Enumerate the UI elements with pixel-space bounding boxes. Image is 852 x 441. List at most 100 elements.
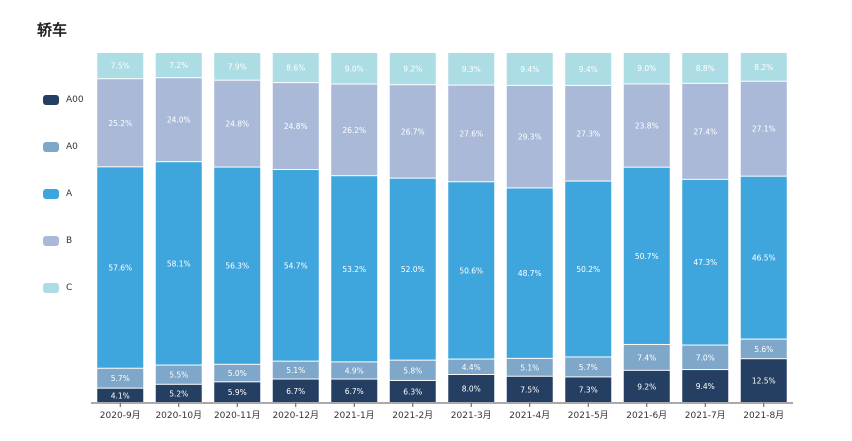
data-label-b-7: 27.6%: [459, 129, 483, 138]
x-tick-label-7: 2021-3月: [451, 410, 492, 421]
bar-segment-a-9: [565, 181, 612, 357]
bar-segment-a00-1: [97, 388, 144, 402]
bar-segment-c-4: [272, 53, 319, 83]
bar-segment-a00-12: [740, 359, 787, 402]
data-label-a00-4: 6.7%: [286, 387, 305, 396]
legend-swatch-c: [43, 283, 59, 293]
bar-segment-a-11: [682, 179, 729, 345]
data-label-c-6: 9.2%: [403, 65, 422, 74]
bar-segment-c-11: [682, 53, 729, 83]
bar-segment-a00-4: [272, 379, 319, 402]
data-label-a0-6: 5.8%: [403, 366, 422, 375]
bar-segment-c-12: [740, 53, 787, 81]
data-label-a0-8: 5.1%: [520, 363, 539, 372]
bar-segment-b-12: [740, 81, 787, 176]
data-label-a-1: 57.6%: [108, 264, 132, 273]
data-label-a0-5: 4.9%: [345, 366, 364, 375]
bar-segment-c-10: [623, 53, 670, 84]
data-label-a0-10: 7.4%: [637, 353, 656, 362]
bar-segment-c-2: [155, 53, 202, 78]
data-label-a-5: 53.2%: [342, 265, 366, 274]
legend-swatch-a0: [43, 142, 59, 152]
bar-segment-a0-11: [682, 345, 729, 370]
data-label-a00-8: 7.5%: [520, 385, 539, 394]
data-label-b-11: 27.4%: [693, 127, 717, 136]
data-label-a-3: 56.3%: [225, 262, 249, 271]
bar-segment-a0-10: [623, 344, 670, 370]
data-label-a-11: 47.3%: [693, 258, 717, 267]
data-label-c-4: 8.6%: [286, 64, 305, 73]
data-label-a0-2: 5.5%: [169, 371, 188, 380]
bar-segment-a0-7: [448, 359, 495, 374]
x-tick-label-6: 2021-2月: [392, 410, 433, 421]
bar-segment-a00-9: [565, 377, 612, 402]
bar-segment-a00-6: [389, 380, 436, 402]
data-label-a00-2: 5.2%: [169, 389, 188, 398]
data-label-a00-12: 12.5%: [752, 377, 776, 386]
data-label-b-6: 26.7%: [401, 127, 425, 136]
bar-segment-c-6: [389, 53, 436, 85]
data-label-a0-1: 5.7%: [111, 374, 130, 383]
bar-segment-a-12: [740, 176, 787, 339]
data-label-a-12: 46.5%: [752, 254, 776, 263]
bar-segment-a-1: [97, 167, 144, 368]
x-tick-label-5: 2021-1月: [334, 410, 375, 421]
legend-item-c: C: [43, 282, 72, 294]
data-label-b-1: 25.2%: [108, 119, 132, 128]
x-tick-label-11: 2021-7月: [685, 410, 726, 421]
bar-segment-a-6: [389, 178, 436, 360]
bar-segment-c-1: [97, 53, 144, 79]
data-label-b-3: 24.8%: [225, 120, 249, 129]
bar-segment-a00-3: [214, 382, 261, 402]
bar-segment-b-6: [389, 85, 436, 178]
data-label-a0-3: 5.0%: [228, 369, 247, 378]
bar-segment-c-8: [506, 53, 553, 85]
legend-item-b: B: [43, 235, 72, 247]
data-label-c-8: 9.4%: [520, 65, 539, 74]
x-tick-label-8: 2021-4月: [509, 410, 550, 421]
data-label-a-10: 50.7%: [635, 252, 659, 261]
x-tick-label-4: 2020-12月: [272, 410, 319, 421]
bar-segment-a-4: [272, 170, 319, 361]
bar-segment-a0-2: [155, 365, 202, 384]
bar-segment-a00-8: [506, 376, 553, 402]
data-label-a-4: 54.7%: [284, 261, 308, 270]
bar-segment-b-7: [448, 85, 495, 182]
data-label-a00-1: 4.1%: [111, 391, 130, 400]
data-label-a-8: 48.7%: [518, 269, 542, 278]
x-tick-label-9: 2021-5月: [568, 410, 609, 421]
bar-segment-a0-12: [740, 339, 787, 359]
chart-title: 轿车: [37, 21, 68, 39]
data-label-c-11: 8.8%: [696, 64, 715, 73]
data-label-a00-7: 8.0%: [462, 384, 481, 393]
bar-segment-c-3: [214, 53, 261, 80]
bar-segment-a0-9: [565, 357, 612, 377]
bar-segment-a-2: [155, 162, 202, 365]
legend-item-a: A: [43, 188, 72, 200]
data-label-c-1: 7.5%: [111, 62, 130, 71]
bar-segment-a00-7: [448, 374, 495, 402]
x-tick-label-1: 2020-9月: [100, 410, 141, 421]
data-label-b-10: 23.8%: [635, 122, 659, 131]
data-label-c-5: 9.0%: [345, 64, 364, 73]
bar-segment-a00-10: [623, 370, 670, 402]
legend-item-a00: A00: [43, 94, 84, 106]
bar-segment-b-4: [272, 83, 319, 170]
data-label-a00-5: 6.7%: [345, 387, 364, 396]
data-label-a00-6: 6.3%: [403, 387, 422, 396]
bar-segment-b-5: [331, 84, 378, 176]
bar-segment-a-5: [331, 176, 378, 362]
legend-swatch-a00: [43, 95, 59, 105]
bar-segment-a-8: [506, 188, 553, 358]
bar-segment-a-10: [623, 167, 670, 344]
legend-label-a00: A00: [66, 95, 84, 105]
bar-segment-a0-6: [389, 360, 436, 380]
bar-segment-b-10: [623, 84, 670, 167]
legend-swatch-b: [43, 236, 59, 246]
data-label-a0-12: 5.6%: [754, 345, 773, 354]
legend-label-a: A: [66, 189, 73, 199]
data-label-a00-11: 9.4%: [696, 382, 715, 391]
bar-segment-b-9: [565, 85, 612, 181]
data-label-a-9: 50.2%: [576, 265, 600, 274]
bar-segment-a0-8: [506, 358, 553, 376]
